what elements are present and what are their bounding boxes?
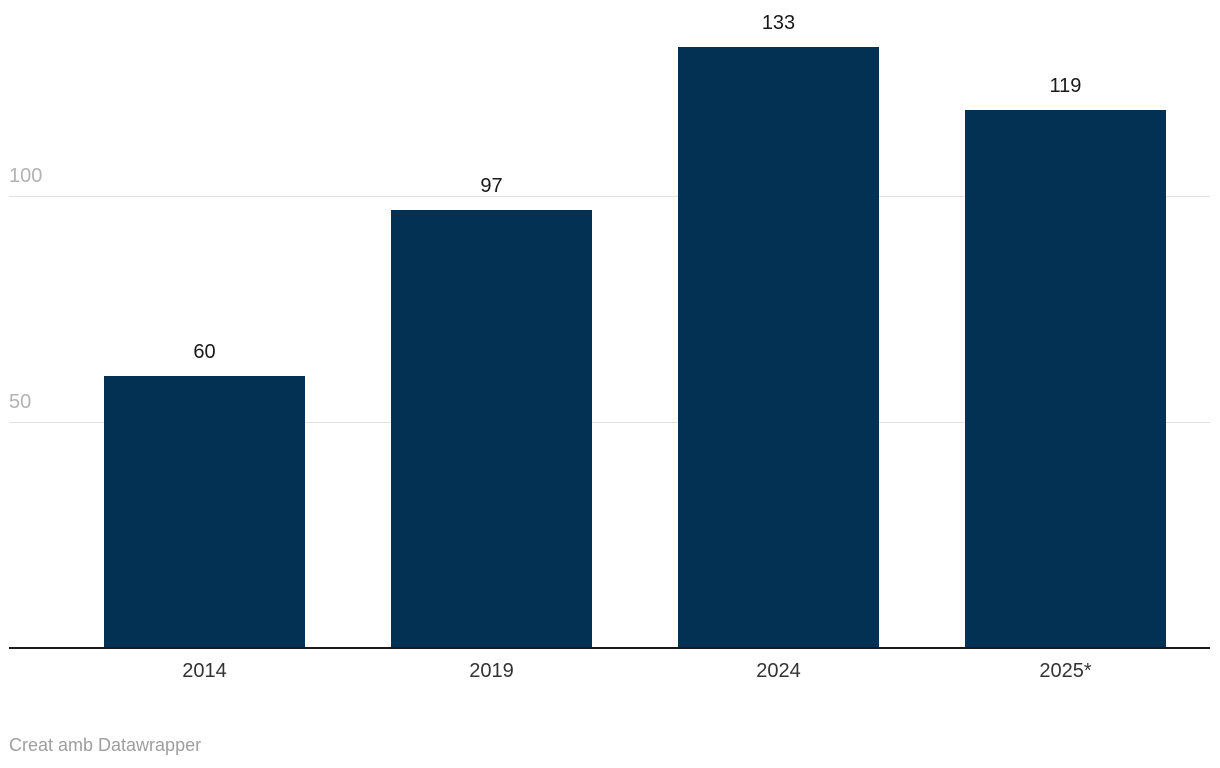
x-axis-line xyxy=(9,647,1210,649)
bar-2019[interactable] xyxy=(391,209,592,647)
y-tick-label-100: 100 xyxy=(9,165,43,187)
gridline-50 xyxy=(9,421,1210,423)
value-label-2024: 133 xyxy=(761,12,796,35)
value-label-2019: 97 xyxy=(480,174,503,197)
x-tick-label-2014: 2014 xyxy=(182,660,227,682)
value-label-2014: 60 xyxy=(193,341,216,364)
bar-2014[interactable] xyxy=(104,376,305,647)
x-tick-label-2025*: 2025* xyxy=(1039,660,1092,682)
x-tick-label-2024: 2024 xyxy=(756,660,801,682)
datawrapper-attribution-link[interactable]: Creat amb Datawrapper xyxy=(9,735,202,755)
bar-2025*[interactable] xyxy=(965,110,1166,647)
x-tick-label-2019: 2019 xyxy=(469,660,514,682)
y-tick-label-50: 50 xyxy=(9,390,32,413)
bar-2024[interactable] xyxy=(678,47,879,647)
gridline-100 xyxy=(9,196,1210,197)
value-label-2025*: 119 xyxy=(1049,75,1082,98)
